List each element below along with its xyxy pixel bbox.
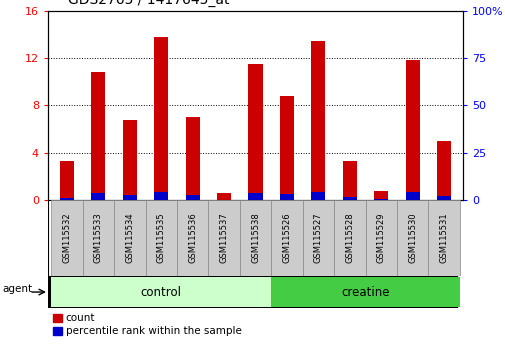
FancyBboxPatch shape xyxy=(333,200,365,276)
FancyBboxPatch shape xyxy=(271,278,459,307)
Bar xyxy=(405,60,419,200)
Bar xyxy=(248,64,262,200)
FancyBboxPatch shape xyxy=(48,200,456,276)
FancyBboxPatch shape xyxy=(396,200,428,276)
Bar xyxy=(60,161,74,200)
Legend: count, percentile rank within the sample: count, percentile rank within the sample xyxy=(53,313,241,336)
Bar xyxy=(185,195,199,200)
Bar xyxy=(436,141,450,200)
Bar xyxy=(154,193,168,200)
Text: GSM115535: GSM115535 xyxy=(157,213,166,263)
Bar xyxy=(91,72,105,200)
Bar xyxy=(185,117,199,200)
Text: GSM115532: GSM115532 xyxy=(62,213,71,263)
Bar xyxy=(91,193,105,200)
Text: GSM115526: GSM115526 xyxy=(282,213,291,263)
Bar xyxy=(248,193,262,200)
FancyBboxPatch shape xyxy=(302,200,333,276)
Bar xyxy=(60,198,74,200)
FancyBboxPatch shape xyxy=(51,200,82,276)
Bar xyxy=(311,41,325,200)
Bar xyxy=(154,37,168,200)
Text: GSM115531: GSM115531 xyxy=(439,213,448,263)
Text: GSM115528: GSM115528 xyxy=(344,213,354,263)
FancyBboxPatch shape xyxy=(51,278,271,307)
FancyBboxPatch shape xyxy=(428,200,459,276)
Text: GSM115533: GSM115533 xyxy=(94,213,103,263)
Bar xyxy=(279,96,293,200)
FancyBboxPatch shape xyxy=(82,200,114,276)
Bar xyxy=(123,120,136,200)
FancyBboxPatch shape xyxy=(365,200,396,276)
Bar xyxy=(311,192,325,200)
FancyBboxPatch shape xyxy=(177,200,208,276)
Text: GSM115529: GSM115529 xyxy=(376,213,385,263)
Text: GSM115537: GSM115537 xyxy=(219,213,228,263)
Text: creatine: creatine xyxy=(340,286,389,298)
Bar xyxy=(217,193,231,200)
FancyBboxPatch shape xyxy=(114,200,145,276)
Text: control: control xyxy=(140,286,181,298)
Bar xyxy=(405,193,419,200)
Text: GSM115530: GSM115530 xyxy=(408,213,416,263)
Text: GSM115538: GSM115538 xyxy=(250,213,260,263)
Text: agent: agent xyxy=(3,284,33,294)
FancyBboxPatch shape xyxy=(208,200,239,276)
FancyBboxPatch shape xyxy=(239,200,271,276)
Text: GSM115527: GSM115527 xyxy=(313,213,322,263)
Text: GDS2765 / 1417645_at: GDS2765 / 1417645_at xyxy=(68,0,229,7)
Bar xyxy=(374,199,387,200)
Bar xyxy=(374,190,387,200)
Bar xyxy=(123,195,136,200)
Text: GSM115536: GSM115536 xyxy=(188,213,197,263)
Bar xyxy=(342,161,356,200)
Text: GSM115534: GSM115534 xyxy=(125,213,134,263)
FancyBboxPatch shape xyxy=(271,200,302,276)
Bar xyxy=(342,196,356,200)
FancyBboxPatch shape xyxy=(145,200,177,276)
Bar xyxy=(279,194,293,200)
Bar xyxy=(436,196,450,200)
FancyBboxPatch shape xyxy=(48,276,456,308)
